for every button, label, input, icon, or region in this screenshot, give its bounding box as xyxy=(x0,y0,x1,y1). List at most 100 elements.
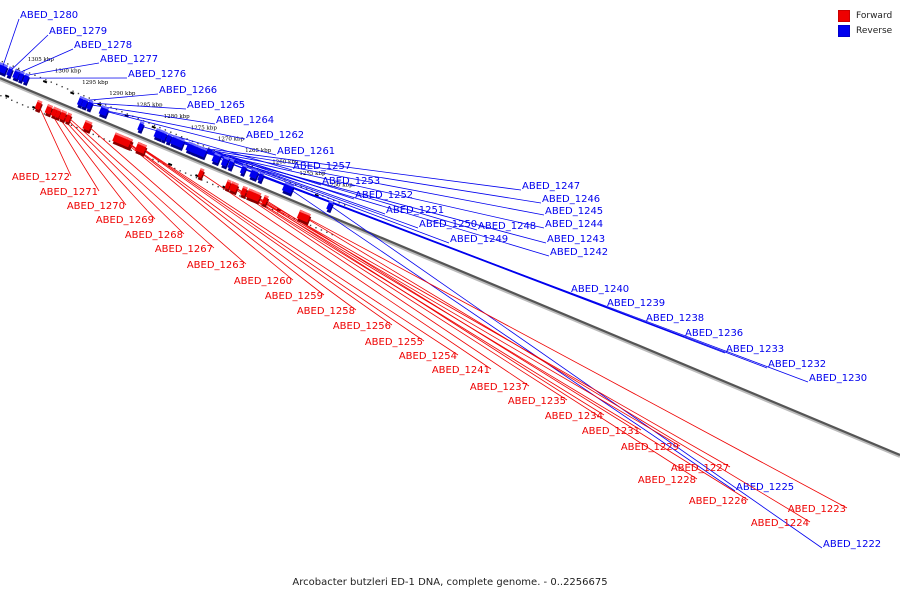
minor-tick xyxy=(228,190,230,192)
gene-highlight xyxy=(127,137,132,141)
gene-label-ABED_1278[interactable]: ABED_1278 xyxy=(74,40,132,51)
gene-label-ABED_1257[interactable]: ABED_1257 xyxy=(293,161,351,172)
gene-leader-line xyxy=(264,199,749,501)
major-tick xyxy=(314,193,319,198)
gene-label-ABED_1256[interactable]: ABED_1256 xyxy=(333,321,391,332)
gene-leader-line xyxy=(191,147,542,204)
gene-ABED_1241[interactable] xyxy=(196,168,206,181)
gene-label-ABED_1269[interactable]: ABED_1269 xyxy=(96,215,154,226)
gene-label-ABED_1259[interactable]: ABED_1259 xyxy=(265,291,323,302)
strand-legend: Forward Reverse xyxy=(838,8,892,38)
minor-tick xyxy=(217,186,219,188)
minor-tick xyxy=(66,88,69,90)
minor-tick xyxy=(180,136,183,138)
gene-label-ABED_1264[interactable]: ABED_1264 xyxy=(216,115,274,126)
gene-ABED_1272[interactable] xyxy=(34,99,44,113)
gene-label-ABED_1272[interactable]: ABED_1272 xyxy=(12,172,70,183)
minor-tick xyxy=(190,174,192,177)
gene-label-ABED_1245[interactable]: ABED_1245 xyxy=(545,206,603,217)
gene-label-ABED_1232[interactable]: ABED_1232 xyxy=(768,359,826,370)
gene-leader-line xyxy=(62,114,185,235)
gene-label-ABED_1250[interactable]: ABED_1250 xyxy=(419,219,477,230)
gene-label-ABED_1225[interactable]: ABED_1225 xyxy=(736,482,794,493)
gene-label-ABED_1241[interactable]: ABED_1241 xyxy=(432,365,490,376)
gene-label-ABED_1260[interactable]: ABED_1260 xyxy=(234,276,292,287)
gene-highlight xyxy=(53,106,58,111)
gene-label-ABED_1243[interactable]: ABED_1243 xyxy=(547,234,605,245)
gene-label-ABED_1252[interactable]: ABED_1252 xyxy=(355,190,413,201)
gene-label-ABED_1266[interactable]: ABED_1266 xyxy=(159,85,217,96)
gene-leader-line xyxy=(304,215,848,509)
scale-label: 1290 kbp xyxy=(109,91,136,97)
gene-label-ABED_1238[interactable]: ABED_1238 xyxy=(646,313,704,324)
gene-label-ABED_1223[interactable]: ABED_1223 xyxy=(788,504,846,515)
gene-label-ABED_1239[interactable]: ABED_1239 xyxy=(607,298,665,309)
gene-label-ABED_1229[interactable]: ABED_1229 xyxy=(621,442,679,453)
gene-label-ABED_1262[interactable]: ABED_1262 xyxy=(246,130,304,141)
gene-label-ABED_1280[interactable]: ABED_1280 xyxy=(20,10,78,21)
gene-label-ABED_1246[interactable]: ABED_1246 xyxy=(542,194,600,205)
minor-tick xyxy=(271,208,274,211)
minor-tick xyxy=(39,76,42,79)
gene-leader-line xyxy=(48,109,100,192)
gene-label-ABED_1226[interactable]: ABED_1226 xyxy=(689,496,747,507)
minor-tick xyxy=(222,188,225,190)
gene-label-ABED_1228[interactable]: ABED_1228 xyxy=(638,475,696,486)
minor-tick xyxy=(0,95,2,97)
gene-label-ABED_1271[interactable]: ABED_1271 xyxy=(40,187,98,198)
minor-tick xyxy=(76,126,78,129)
minor-tick xyxy=(293,217,295,220)
gene-ABED_1263[interactable] xyxy=(81,119,93,134)
gene-label-ABED_1248[interactable]: ABED_1248 xyxy=(478,221,536,232)
gene-label-ABED_1263[interactable]: ABED_1263 xyxy=(187,260,245,271)
gene-label-ABED_1251[interactable]: ABED_1251 xyxy=(386,205,444,216)
gene-label-ABED_1236[interactable]: ABED_1236 xyxy=(685,328,743,339)
gene-label-ABED_1253[interactable]: ABED_1253 xyxy=(322,176,380,187)
minor-tick xyxy=(99,101,101,104)
gene-label-ABED_1268[interactable]: ABED_1268 xyxy=(125,230,183,241)
gene-highlight xyxy=(61,110,68,114)
gene-label-ABED_1276[interactable]: ABED_1276 xyxy=(128,69,186,80)
minor-tick xyxy=(163,163,165,165)
minor-tick xyxy=(164,129,167,131)
gene-label-ABED_1277[interactable]: ABED_1277 xyxy=(100,54,158,65)
minor-tick xyxy=(244,197,247,199)
minor-tick xyxy=(174,167,176,170)
gene-ABED_1223[interactable] xyxy=(297,210,313,226)
minor-tick xyxy=(115,108,118,111)
minor-tick xyxy=(5,97,8,99)
gene-label-ABED_1258[interactable]: ABED_1258 xyxy=(297,306,355,317)
gene-highlight xyxy=(163,130,168,135)
gene-label-ABED_1240[interactable]: ABED_1240 xyxy=(571,284,629,295)
gene-label-ABED_1270[interactable]: ABED_1270 xyxy=(67,201,125,212)
minor-tick xyxy=(137,117,139,120)
gene-leader-line xyxy=(9,34,49,72)
gene-label-ABED_1249[interactable]: ABED_1249 xyxy=(450,234,508,245)
gene-label-ABED_1254[interactable]: ABED_1254 xyxy=(399,351,457,362)
gene-label-ABED_1233[interactable]: ABED_1233 xyxy=(726,344,784,355)
gene-label-ABED_1267[interactable]: ABED_1267 xyxy=(155,244,213,255)
minor-tick xyxy=(179,170,181,172)
gene-label-ABED_1237[interactable]: ABED_1237 xyxy=(470,382,528,393)
gene-label-ABED_1255[interactable]: ABED_1255 xyxy=(365,337,423,348)
minor-tick xyxy=(56,83,58,86)
gene-label-ABED_1244[interactable]: ABED_1244 xyxy=(545,219,603,230)
gene-label-ABED_1247[interactable]: ABED_1247 xyxy=(522,181,580,192)
gene-ABED_1258[interactable] xyxy=(124,137,134,151)
minor-tick xyxy=(206,181,209,183)
gene-label-ABED_1235[interactable]: ABED_1235 xyxy=(508,396,566,407)
gene-label-ABED_1279[interactable]: ABED_1279 xyxy=(49,26,107,37)
gene-label-ABED_1222[interactable]: ABED_1222 xyxy=(823,539,881,550)
gene-highlight xyxy=(37,99,43,104)
gene-label-ABED_1231[interactable]: ABED_1231 xyxy=(582,426,640,437)
gene-label-ABED_1230[interactable]: ABED_1230 xyxy=(809,373,867,384)
gene-label-ABED_1227[interactable]: ABED_1227 xyxy=(671,463,729,474)
gene-highlight xyxy=(214,152,222,157)
gene-label-ABED_1234[interactable]: ABED_1234 xyxy=(545,411,603,422)
gene-label-ABED_1265[interactable]: ABED_1265 xyxy=(187,100,245,111)
gene-label-ABED_1242[interactable]: ABED_1242 xyxy=(550,247,608,258)
gene-label-ABED_1224[interactable]: ABED_1224 xyxy=(751,518,809,529)
gene-label-ABED_1261[interactable]: ABED_1261 xyxy=(277,146,335,157)
gene-leader-line xyxy=(203,152,550,257)
